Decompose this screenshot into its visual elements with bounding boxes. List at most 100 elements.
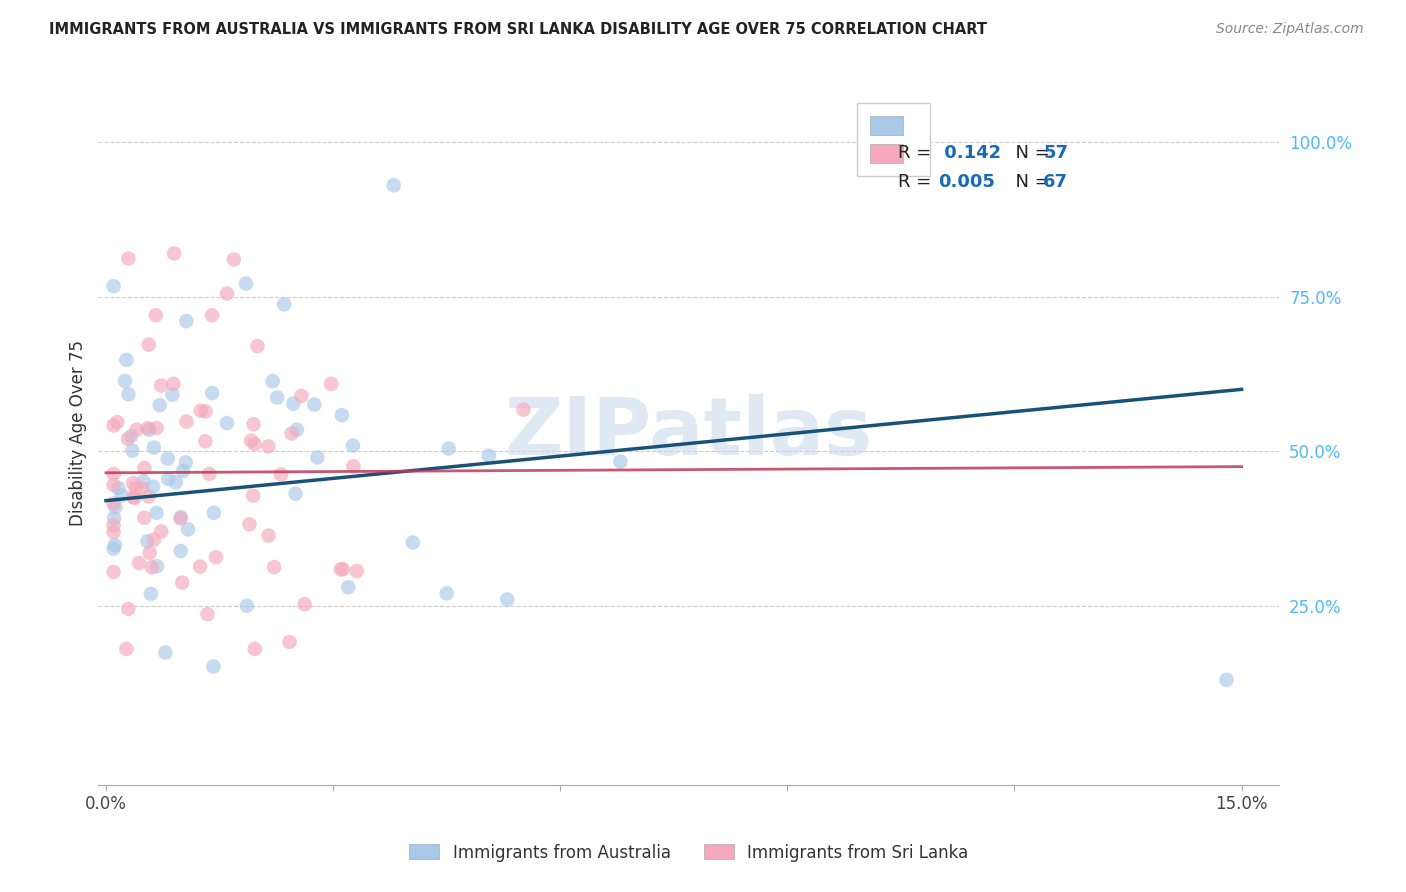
Point: [290, 389, 312, 403]
Point: [120, 429, 142, 443]
Point: [115, 642, 138, 657]
Point: [342, 438, 364, 452]
Point: [117, 252, 139, 266]
Point: [131, 481, 153, 495]
Point: [194, 434, 217, 449]
Point: [382, 178, 405, 193]
Point: [138, 337, 160, 351]
Point: [103, 497, 125, 511]
Point: [125, 423, 148, 437]
Point: [222, 252, 245, 267]
Point: [114, 374, 136, 388]
Point: [163, 246, 186, 260]
Point: [176, 415, 198, 429]
Point: [103, 477, 125, 491]
Point: [170, 510, 193, 524]
Point: [337, 580, 360, 594]
Point: [162, 376, 184, 391]
Point: [236, 599, 259, 613]
Text: R =: R =: [898, 145, 938, 162]
Point: [246, 339, 269, 353]
Point: [215, 286, 238, 301]
Point: [332, 562, 354, 576]
Point: [512, 402, 534, 417]
Point: [103, 565, 125, 579]
Point: [496, 592, 519, 607]
Point: [138, 423, 160, 437]
Point: [172, 575, 194, 590]
Point: [165, 475, 187, 490]
Legend: Immigrants from Australia, Immigrants from Sri Lanka: Immigrants from Australia, Immigrants fr…: [402, 837, 976, 868]
Point: [238, 517, 260, 532]
Point: [110, 488, 132, 502]
Text: 67: 67: [1043, 173, 1069, 192]
Point: [145, 421, 167, 435]
Point: [257, 439, 280, 453]
Point: [284, 486, 307, 500]
Point: [346, 564, 368, 578]
Point: [402, 535, 425, 549]
Point: [205, 550, 228, 565]
Point: [198, 467, 221, 481]
Point: [105, 415, 128, 429]
Point: [138, 546, 160, 560]
Text: R =: R =: [898, 173, 938, 192]
Point: [149, 398, 172, 412]
Point: [342, 459, 364, 474]
Point: [142, 441, 165, 455]
Point: [188, 559, 211, 574]
Point: [201, 386, 224, 401]
Text: IMMIGRANTS FROM AUSTRALIA VS IMMIGRANTS FROM SRI LANKA DISABILITY AGE OVER 75 CO: IMMIGRANTS FROM AUSTRALIA VS IMMIGRANTS …: [49, 22, 987, 37]
Point: [145, 308, 167, 322]
Point: [273, 297, 295, 311]
Point: [294, 597, 316, 611]
Point: [139, 587, 162, 601]
Text: 0.005: 0.005: [938, 173, 994, 192]
Point: [172, 464, 194, 478]
Point: [134, 461, 156, 475]
Text: 0.142: 0.142: [938, 145, 1001, 162]
Point: [128, 556, 150, 570]
Point: [169, 511, 191, 525]
Point: [103, 541, 125, 556]
Point: [136, 421, 159, 435]
Point: [136, 534, 159, 549]
Point: [150, 524, 173, 539]
Point: [266, 391, 288, 405]
Point: [117, 602, 139, 616]
Point: [177, 522, 200, 536]
Text: N =: N =: [1004, 173, 1056, 192]
Point: [285, 423, 308, 437]
Point: [283, 397, 305, 411]
Point: [329, 562, 352, 576]
Point: [235, 277, 257, 291]
Point: [321, 376, 343, 391]
Point: [132, 475, 155, 489]
Point: [103, 418, 125, 433]
Text: 57: 57: [1043, 145, 1069, 162]
Text: ZIPatlas: ZIPatlas: [505, 393, 873, 472]
Point: [124, 481, 146, 495]
Point: [104, 538, 127, 552]
Point: [201, 308, 224, 322]
Point: [146, 559, 169, 574]
Point: [437, 442, 460, 456]
Point: [122, 476, 145, 491]
Point: [124, 491, 146, 505]
Point: [103, 525, 125, 540]
Point: [141, 560, 163, 574]
Point: [202, 506, 225, 520]
Point: [242, 417, 264, 432]
Point: [162, 387, 184, 401]
Point: [142, 533, 165, 547]
Point: [202, 659, 225, 673]
Point: [103, 467, 125, 481]
Point: [145, 506, 167, 520]
Point: [174, 455, 197, 469]
Point: [257, 528, 280, 542]
Point: [121, 443, 143, 458]
Point: [176, 314, 198, 328]
Point: [307, 450, 329, 465]
Point: [478, 449, 501, 463]
Point: [155, 646, 177, 660]
